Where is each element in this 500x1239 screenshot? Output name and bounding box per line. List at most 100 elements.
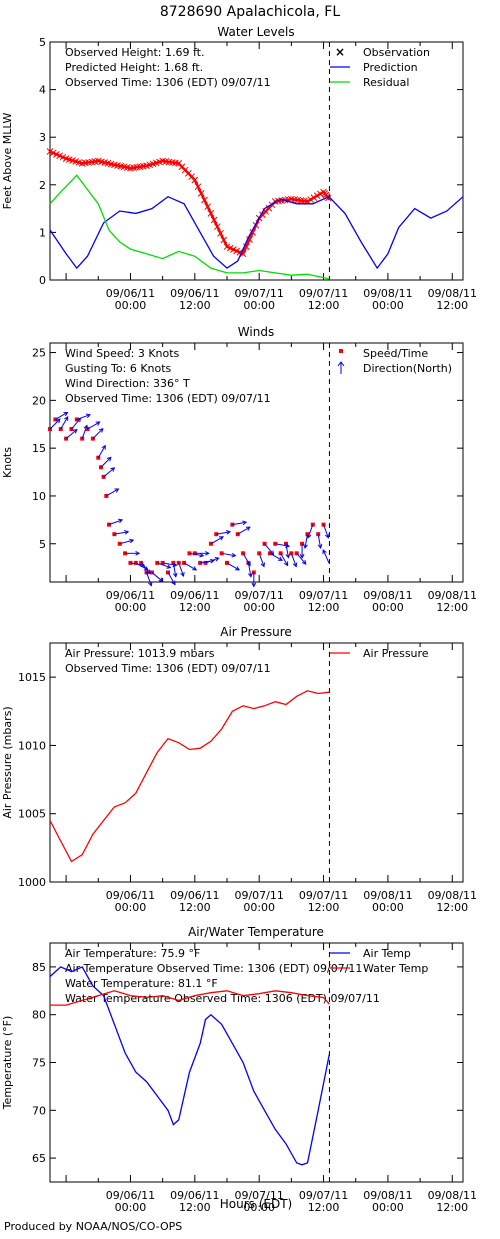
series-line <box>49 195 464 270</box>
legend-label: Residual <box>363 76 409 89</box>
wind-arrow-head <box>85 413 91 419</box>
x-tick-date: 09/06/11 <box>170 1189 219 1202</box>
wind-arrow-head <box>83 424 89 430</box>
legend-label: Air Temp <box>363 947 411 960</box>
observation-marker <box>324 194 332 202</box>
wind-arrow-head <box>72 428 78 434</box>
y-tick-label: 80 <box>32 1009 46 1022</box>
x-tick-time: 00:00 <box>115 1201 147 1214</box>
wind-arrow <box>264 543 274 555</box>
wind-arrow <box>106 488 119 497</box>
y-tick-label: 0 <box>39 274 46 287</box>
x-tick-time: 12:00 <box>308 901 340 914</box>
wind-arrow-head <box>301 560 307 565</box>
x-tick-time: 12:00 <box>436 901 468 914</box>
wind-arrow <box>108 519 123 526</box>
x-tick-date: 09/06/11 <box>106 589 155 602</box>
x-tick-time: 12:00 <box>179 601 211 614</box>
plot-frame <box>49 342 464 583</box>
wind-arrow-head <box>260 562 266 568</box>
x-tick-time: 00:00 <box>115 299 147 312</box>
wind-arrow-head <box>245 526 251 531</box>
wind-arrow <box>65 429 78 439</box>
x-tick-date: 09/06/11 <box>170 889 219 902</box>
x-tick-time: 00:00 <box>243 299 275 312</box>
x-tick-date: 09/08/11 <box>428 287 477 300</box>
observation-marker <box>313 192 321 200</box>
series-line <box>50 990 330 1006</box>
legend-label: Air Pressure <box>363 647 429 660</box>
info-text: Observed Height: 1.69 ft. <box>65 46 204 59</box>
wind-arrow-head <box>299 554 305 559</box>
wind-arrow-head <box>63 411 69 417</box>
wind-arrow-head <box>146 569 151 575</box>
chart-title: Air Pressure <box>220 625 292 639</box>
series-0 <box>46 148 332 258</box>
wind-arrow-head <box>278 556 283 561</box>
x-tick-date: 09/08/11 <box>363 1189 412 1202</box>
observation-marker <box>210 216 218 224</box>
wind-arrow-head <box>219 536 224 541</box>
wind-arrow <box>216 531 231 535</box>
wind-arrow-head <box>180 572 185 578</box>
wind-arrow <box>269 552 283 561</box>
wind-arrow-head <box>106 456 112 462</box>
y-tick-label: 5 <box>39 538 46 551</box>
wind-arrow <box>232 521 247 526</box>
wind-arrow-head <box>143 566 149 571</box>
x-tick-date: 09/08/11 <box>428 1189 477 1202</box>
wind-arrow <box>226 562 240 571</box>
wind-arrow <box>49 418 61 430</box>
wind-arrow <box>205 557 219 564</box>
series-1 <box>49 411 330 588</box>
wind-arrow <box>103 467 115 478</box>
wind-arrow <box>71 417 81 430</box>
series-line <box>49 690 330 863</box>
wind-arrow-head <box>166 564 172 569</box>
wind-arrow-head <box>64 416 69 421</box>
x-tick-time: 00:00 <box>372 901 404 914</box>
info-text: Wind Direction: 336° T <box>65 377 190 390</box>
x-tick-time: 00:00 <box>372 601 404 614</box>
wind-arrow <box>151 572 163 582</box>
observation-marker <box>197 190 205 197</box>
wind-arrow <box>140 562 151 574</box>
y-tick-label: 3 <box>39 131 46 144</box>
legend-swatch <box>337 361 345 367</box>
wind-arrow <box>55 412 68 420</box>
y-tick-label: 15 <box>32 442 46 455</box>
wind-arrow <box>119 539 134 545</box>
legend-swatch: × <box>335 45 345 59</box>
wind-arrow <box>237 526 251 535</box>
y-tick-label: 70 <box>32 1104 46 1117</box>
x-tick-time: 12:00 <box>179 1201 211 1214</box>
wind-arrow <box>92 428 104 439</box>
series-2 <box>49 174 330 280</box>
observation-marker <box>307 196 315 203</box>
footer-credit: Produced by NOAA/NOS/CO-OPS <box>4 1220 182 1233</box>
y-tick-label: 85 <box>32 961 46 974</box>
x-tick-time: 12:00 <box>308 601 340 614</box>
wind-arrow <box>290 553 297 567</box>
info-text: Wind Speed: 3 Knots <box>65 347 180 360</box>
observation-marker <box>220 236 228 244</box>
wind-arrow <box>60 416 69 430</box>
series-1 <box>49 195 464 270</box>
wind-arrow <box>114 531 129 535</box>
y-tick-label: 1015 <box>18 671 46 684</box>
wind-arrow-head <box>205 550 210 556</box>
legend-label: Speed/Time <box>363 347 428 360</box>
observation-marker <box>310 194 318 202</box>
plot-frame <box>49 642 464 883</box>
wind-arrow <box>317 534 322 549</box>
wind-arrow-head <box>283 561 289 567</box>
wind-arrow-head <box>214 556 220 562</box>
info-text: Air Pressure: 1013.9 mbars <box>65 647 215 660</box>
wind-arrow-head <box>172 572 178 578</box>
x-tick-date: 09/07/11 <box>299 1189 348 1202</box>
x-tick-time: 12:00 <box>436 299 468 312</box>
legend-label: Direction(North) <box>363 362 452 375</box>
wind-arrow <box>285 543 289 558</box>
legend-label: Prediction <box>363 61 418 74</box>
wind-arrow <box>146 572 152 586</box>
